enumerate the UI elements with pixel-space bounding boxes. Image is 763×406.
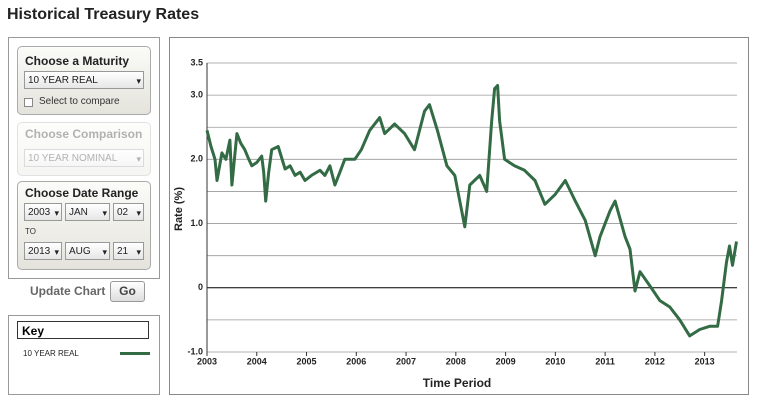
date-range-group: Choose Date Range 2003 JAN 02 TO 2013 AU… xyxy=(17,181,151,270)
y-tick-label: 0 xyxy=(198,282,203,292)
maturity-group: Choose a Maturity 10 YEAR REAL Select to… xyxy=(17,46,151,115)
x-tick-label: 2008 xyxy=(446,356,466,366)
end-year-select[interactable]: 2013 xyxy=(24,242,62,261)
x-tick-label: 2003 xyxy=(197,356,217,366)
chart-frame xyxy=(169,37,749,395)
end-day-select[interactable]: 21 xyxy=(113,242,144,261)
key-panel: Key 10 YEAR REAL xyxy=(8,315,160,395)
x-tick-label: 2009 xyxy=(496,356,516,366)
checkbox-label: Select to compare xyxy=(39,96,120,107)
maturity-select[interactable]: 10 YEAR REAL xyxy=(24,71,144,90)
y-tick-label: 3.5 xyxy=(190,57,203,67)
x-tick-label: 2007 xyxy=(396,356,416,366)
go-button[interactable]: Go xyxy=(110,281,145,302)
legend-label: 10 YEAR REAL xyxy=(23,349,79,358)
start-day-select[interactable]: 02 xyxy=(113,203,144,222)
range-separator: TO xyxy=(25,227,36,236)
key-title: Key xyxy=(17,321,149,339)
group-title: Choose Date Range xyxy=(25,186,139,200)
x-tick-label: 2011 xyxy=(595,356,615,366)
y-tick-label: -1.0 xyxy=(187,346,203,356)
update-label: Update Chart xyxy=(30,284,106,298)
x-tick-label: 2004 xyxy=(247,356,267,366)
start-month-select[interactable]: JAN xyxy=(65,203,110,222)
controls-panel: Choose a Maturity 10 YEAR REAL Select to… xyxy=(8,37,160,302)
page-title: Historical Treasury Rates xyxy=(7,6,200,23)
compare-checkbox[interactable] xyxy=(24,98,33,107)
x-tick-label: 2010 xyxy=(545,356,565,366)
legend-swatch xyxy=(120,352,150,355)
y-tick-label: 3.0 xyxy=(190,89,203,99)
x-tick-label: 2013 xyxy=(695,356,715,366)
y-tick-label: 2.0 xyxy=(190,154,203,164)
start-year-select[interactable]: 2003 xyxy=(24,203,62,222)
series-line xyxy=(205,84,738,338)
x-tick-label: 2012 xyxy=(645,356,665,366)
group-title: Choose Comparison xyxy=(25,127,143,141)
y-tick-label: 1.0 xyxy=(190,218,203,228)
comparison-group: Choose Comparison 10 YEAR NOMINAL xyxy=(17,122,151,176)
group-title: Choose a Maturity xyxy=(25,54,130,68)
end-month-select[interactable]: AUG xyxy=(65,242,110,261)
x-tick-label: 2006 xyxy=(346,356,366,366)
comparison-select: 10 YEAR NOMINAL xyxy=(24,149,144,168)
x-axis-title: Time Period xyxy=(423,376,491,390)
chart: Time Period Rate (%) 3.53.02.01.00-1.020… xyxy=(169,37,749,395)
y-axis-title: Rate (%) xyxy=(173,187,185,231)
x-tick-label: 2005 xyxy=(297,356,317,366)
